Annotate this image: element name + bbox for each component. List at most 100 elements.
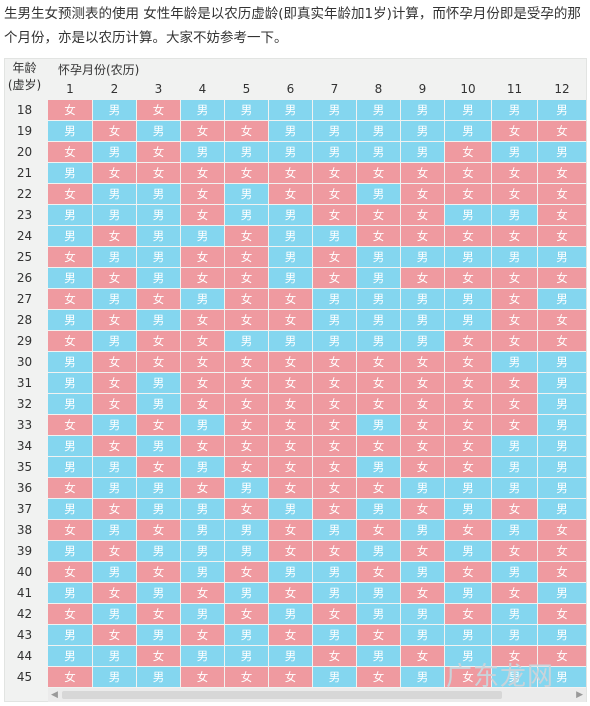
age-cell: 28 — [16, 313, 33, 327]
boy-cell: 男 — [181, 520, 224, 540]
age-cell: 21 — [16, 166, 33, 180]
boy-cell: 男 — [48, 499, 92, 519]
boy-cell: 男 — [357, 142, 400, 162]
girl-cell: 女 — [48, 604, 92, 624]
girl-cell: 女 — [357, 163, 400, 183]
boy-cell: 男 — [225, 142, 268, 162]
girl-cell: 女 — [357, 625, 400, 645]
boy-cell: 男 — [181, 562, 224, 582]
girl-cell: 女 — [313, 646, 356, 666]
boy-cell: 男 — [313, 583, 356, 603]
boy-cell: 男 — [48, 541, 92, 561]
boy-cell: 男 — [357, 457, 400, 477]
girl-cell: 女 — [401, 352, 444, 372]
girl-cell: 女 — [225, 499, 268, 519]
scroll-left-arrow-icon[interactable]: ◀ — [51, 690, 58, 700]
girl-cell: 女 — [269, 625, 312, 645]
age-cell: 31 — [16, 376, 33, 390]
boy-cell: 男 — [48, 583, 92, 603]
boy-cell: 男 — [181, 142, 224, 162]
boy-cell: 男 — [401, 100, 444, 120]
age-cell: 37 — [16, 502, 33, 516]
age-cell: 38 — [16, 523, 33, 537]
age-cell: 26 — [16, 271, 33, 285]
boy-cell: 男 — [538, 415, 586, 435]
boy-cell: 男 — [313, 289, 356, 309]
girl-cell: 女 — [225, 226, 268, 246]
girl-cell: 女 — [93, 226, 136, 246]
girl-cell: 女 — [401, 373, 444, 393]
girl-cell: 女 — [181, 247, 224, 267]
boy-cell: 男 — [93, 331, 136, 351]
girl-cell: 女 — [445, 562, 491, 582]
boy-cell: 男 — [225, 331, 268, 351]
girl-cell: 女 — [269, 583, 312, 603]
girl-cell: 女 — [445, 394, 491, 414]
girl-cell: 女 — [269, 520, 312, 540]
girl-cell: 女 — [225, 289, 268, 309]
boy-cell: 男 — [538, 436, 586, 456]
boy-cell: 男 — [445, 541, 491, 561]
boy-cell: 男 — [137, 268, 180, 288]
girl-cell: 女 — [401, 226, 444, 246]
month-label: 10 — [460, 82, 476, 96]
month-label: 4 — [198, 82, 207, 96]
girl-cell: 女 — [538, 331, 586, 351]
girl-cell: 女 — [357, 394, 400, 414]
girl-cell: 女 — [357, 562, 400, 582]
boy-cell: 男 — [401, 604, 444, 624]
boy-cell: 男 — [137, 247, 180, 267]
boy-cell: 男 — [48, 436, 92, 456]
girl-cell: 女 — [269, 352, 312, 372]
boy-cell: 男 — [93, 142, 136, 162]
girl-cell: 女 — [357, 352, 400, 372]
boy-cell: 男 — [492, 100, 537, 120]
boy-cell: 男 — [357, 583, 400, 603]
girl-cell: 女 — [313, 268, 356, 288]
girl-cell: 女 — [492, 499, 537, 519]
boy-cell: 男 — [93, 289, 136, 309]
boy-cell: 男 — [93, 415, 136, 435]
boy-cell: 男 — [538, 457, 586, 477]
horizontal-scrollbar[interactable]: ◀ ▶ — [48, 688, 586, 702]
boy-cell: 男 — [492, 520, 537, 540]
girl-cell: 女 — [181, 268, 224, 288]
boy-cell: 男 — [401, 625, 444, 645]
girl-cell: 女 — [137, 163, 180, 183]
girl-cell: 女 — [401, 415, 444, 435]
boy-cell: 男 — [269, 100, 312, 120]
boy-cell: 男 — [137, 394, 180, 414]
boy-cell: 男 — [401, 121, 444, 141]
boy-cell: 男 — [401, 331, 444, 351]
boy-cell: 男 — [357, 331, 400, 351]
girl-cell: 女 — [313, 184, 356, 204]
boy-cell: 男 — [357, 499, 400, 519]
scrollbar-thumb[interactable] — [62, 691, 502, 699]
age-header-line2: (虚岁) — [7, 78, 42, 92]
girl-cell: 女 — [269, 394, 312, 414]
girl-cell: 女 — [313, 478, 356, 498]
girl-cell: 女 — [269, 457, 312, 477]
boy-cell: 男 — [538, 247, 586, 267]
boy-cell: 男 — [269, 142, 312, 162]
boy-cell: 男 — [93, 184, 136, 204]
girl-cell: 女 — [93, 499, 136, 519]
girl-cell: 女 — [538, 163, 586, 183]
boy-cell: 男 — [445, 625, 491, 645]
girl-cell: 女 — [48, 415, 92, 435]
boy-cell: 男 — [313, 520, 356, 540]
month-label: 2 — [110, 82, 119, 96]
boy-cell: 男 — [93, 457, 136, 477]
girl-cell: 女 — [181, 394, 224, 414]
age-cell: 34 — [16, 439, 33, 453]
age-cell: 24 — [16, 229, 33, 243]
girl-cell: 女 — [93, 394, 136, 414]
age-cell: 41 — [16, 586, 33, 600]
scroll-right-arrow-icon[interactable]: ▶ — [576, 690, 583, 700]
girl-cell: 女 — [269, 415, 312, 435]
boy-cell: 男 — [137, 310, 180, 330]
boy-cell: 男 — [492, 352, 537, 372]
boy-cell: 男 — [445, 247, 491, 267]
girl-cell: 女 — [269, 436, 312, 456]
girl-cell: 女 — [445, 331, 491, 351]
